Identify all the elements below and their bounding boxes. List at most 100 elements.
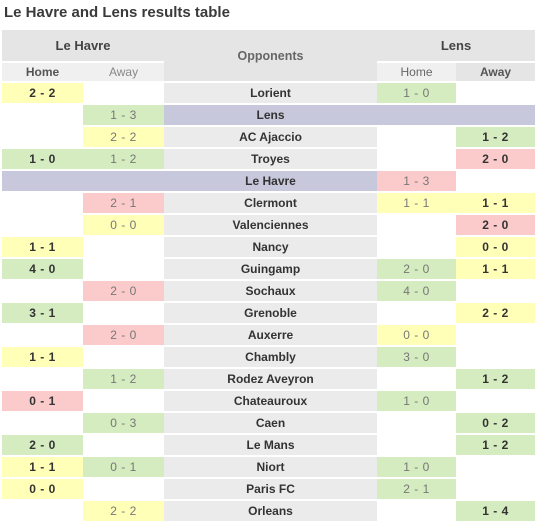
- table-row: 0 - 0 Paris FC 2 - 1: [2, 479, 535, 501]
- table-row: 1 - 3 Lens: [2, 105, 535, 127]
- right-home-score: [377, 215, 457, 237]
- right-home-score: 1 - 1: [377, 193, 457, 215]
- results-table: Le Havre Opponents Lens Home Away Home A…: [2, 30, 535, 523]
- left-home-score: 2 - 2: [2, 83, 83, 105]
- right-home-score: 1 - 0: [377, 457, 457, 479]
- right-away-score: [456, 347, 535, 369]
- right-away-score: 1 - 2: [456, 369, 535, 391]
- right-away-score: [456, 479, 535, 501]
- opponent-name: Lorient: [164, 83, 378, 105]
- right-away-header: Away: [456, 63, 535, 83]
- right-home-score: 2 - 0: [377, 259, 457, 281]
- opponent-name: Chambly: [164, 347, 378, 369]
- left-away-score: 2 - 1: [83, 193, 165, 215]
- left-home-score: 3 - 1: [2, 303, 83, 325]
- left-away-score: [83, 391, 165, 413]
- table-row: 1 - 1 Chambly 3 - 0: [2, 347, 535, 369]
- left-home-score: [2, 281, 83, 303]
- right-home-score: [377, 435, 457, 457]
- right-home-score: [377, 127, 457, 149]
- left-home-header: Home: [2, 63, 83, 83]
- left-home-score: [2, 413, 83, 435]
- left-home-score: 0 - 0: [2, 479, 83, 501]
- left-home-score: [2, 325, 83, 347]
- left-away-score: [83, 479, 165, 501]
- right-away-score: 2 - 0: [456, 215, 535, 237]
- opponent-name: Lens: [164, 105, 378, 127]
- table-row: 0 - 0 Valenciennes 2 - 0: [2, 215, 535, 237]
- table-row: 2 - 0 Le Mans 1 - 2: [2, 435, 535, 457]
- right-away-score: 1 - 1: [456, 259, 535, 281]
- table-row: Le Havre 1 - 3: [2, 171, 535, 193]
- right-home-score: 1 - 0: [377, 83, 457, 105]
- left-away-score: 0 - 3: [83, 413, 165, 435]
- right-home-score: [377, 303, 457, 325]
- right-home-score: 1 - 0: [377, 391, 457, 413]
- right-away-score: [456, 391, 535, 413]
- opponent-name: Clermont: [164, 193, 378, 215]
- opponent-name: Orleans: [164, 501, 378, 523]
- left-away-score: [83, 347, 165, 369]
- right-away-score: [456, 457, 535, 479]
- left-home-score: 1 - 1: [2, 347, 83, 369]
- left-home-score: 1 - 1: [2, 457, 83, 479]
- right-home-score: 1 - 3: [377, 171, 457, 193]
- right-away-score: 0 - 2: [456, 413, 535, 435]
- left-home-score: 4 - 0: [2, 259, 83, 281]
- opponent-name: AC Ajaccio: [164, 127, 378, 149]
- left-home-score: [2, 127, 83, 149]
- right-home-score: 4 - 0: [377, 281, 457, 303]
- right-away-score: [456, 171, 535, 193]
- left-away-score: 1 - 3: [83, 105, 165, 127]
- right-home-score: [377, 105, 457, 127]
- opponent-name: Grenoble: [164, 303, 378, 325]
- left-away-score: [83, 259, 165, 281]
- table-row: 0 - 1 Chateauroux 1 - 0: [2, 391, 535, 413]
- left-away-score: 2 - 2: [83, 127, 165, 149]
- table-row: 1 - 2 Rodez Aveyron 1 - 2: [2, 369, 535, 391]
- right-home-score: [377, 149, 457, 171]
- right-away-score: 1 - 2: [456, 127, 535, 149]
- right-away-score: [456, 105, 535, 127]
- opponent-name: Auxerre: [164, 325, 378, 347]
- left-away-score: 1 - 2: [83, 369, 165, 391]
- left-away-score: 0 - 0: [83, 215, 165, 237]
- opponent-name: Le Havre: [164, 171, 378, 193]
- left-home-score: 0 - 1: [2, 391, 83, 413]
- left-home-score: [2, 215, 83, 237]
- left-away-score: [83, 83, 165, 105]
- page-title: Le Havre and Lens results table: [4, 4, 230, 21]
- right-home-score: [377, 501, 457, 523]
- left-away-score: [83, 435, 165, 457]
- opponent-name: Valenciennes: [164, 215, 378, 237]
- left-home-score: 1 - 0: [2, 149, 83, 171]
- left-home-score: [2, 369, 83, 391]
- right-away-score: [456, 281, 535, 303]
- left-away-header: Away: [83, 63, 165, 83]
- left-home-score: [2, 193, 83, 215]
- right-home-score: 2 - 1: [377, 479, 457, 501]
- table-row: 2 - 2 AC Ajaccio 1 - 2: [2, 127, 535, 149]
- opponent-name: Rodez Aveyron: [164, 369, 378, 391]
- table-row: 1 - 1 Nancy 0 - 0: [2, 237, 535, 259]
- right-away-score: [456, 83, 535, 105]
- table-row: 3 - 1 Grenoble 2 - 2: [2, 303, 535, 325]
- team-header-left: Le Havre: [2, 30, 165, 63]
- left-away-score: 2 - 0: [83, 325, 165, 347]
- team-header-right: Lens: [377, 30, 535, 63]
- right-away-score: 0 - 0: [456, 237, 535, 259]
- table-row: 2 - 2 Lorient 1 - 0: [2, 83, 535, 105]
- right-away-score: 2 - 0: [456, 149, 535, 171]
- left-home-score: 2 - 0: [2, 435, 83, 457]
- left-home-score: [2, 171, 83, 193]
- opponent-name: Troyes: [164, 149, 378, 171]
- left-home-score: 1 - 1: [2, 237, 83, 259]
- table-row: 2 - 0 Sochaux 4 - 0: [2, 281, 535, 303]
- table-row: 0 - 3 Caen 0 - 2: [2, 413, 535, 435]
